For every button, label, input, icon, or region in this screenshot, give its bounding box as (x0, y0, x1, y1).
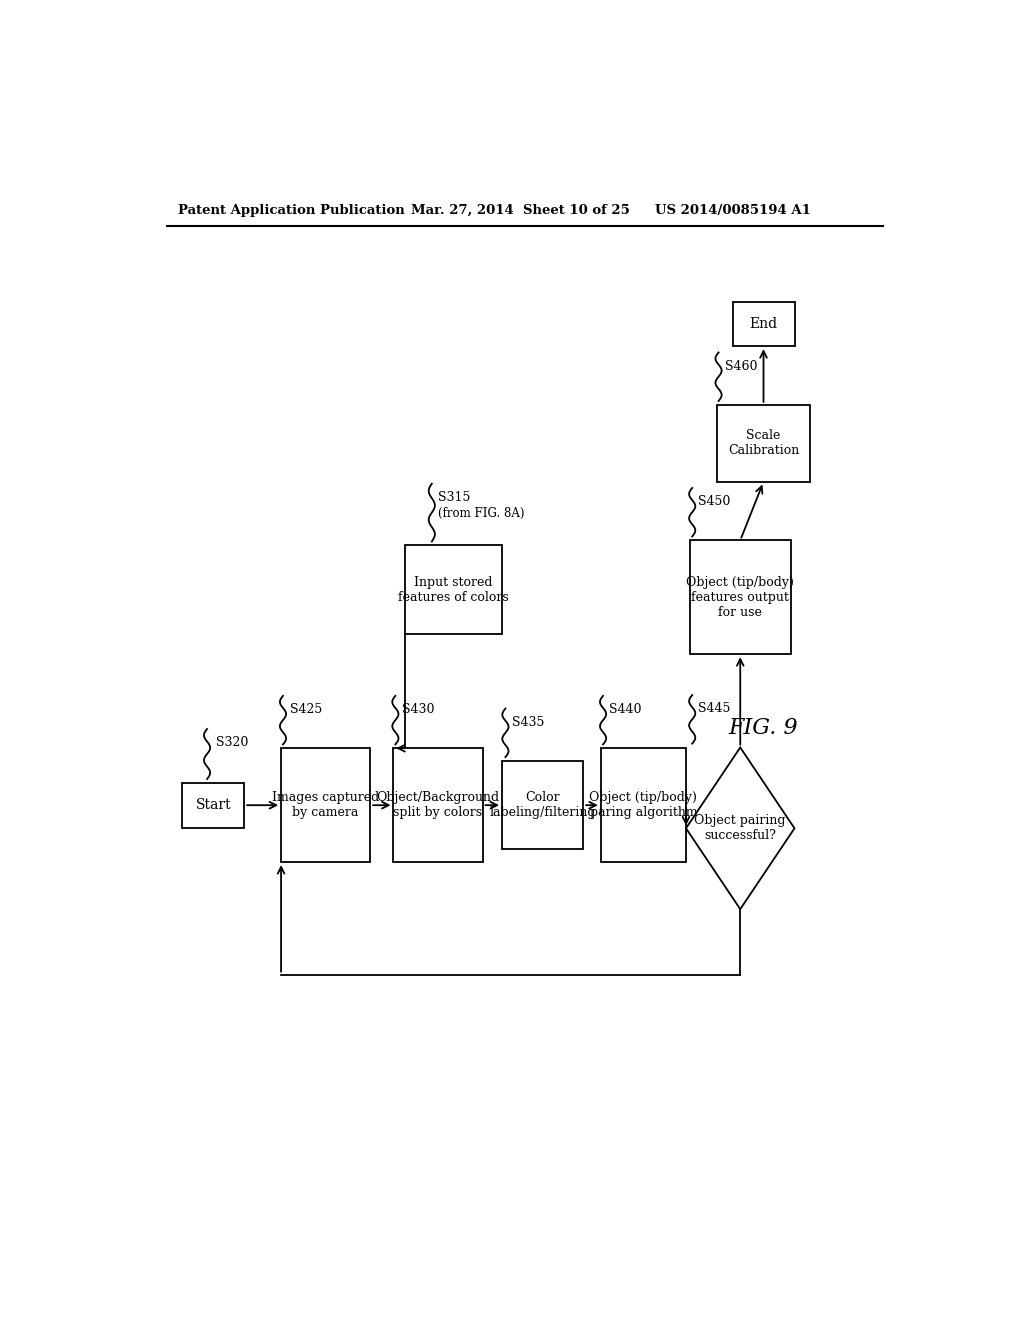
FancyBboxPatch shape (393, 748, 482, 862)
Text: Images captured
by camera: Images captured by camera (272, 791, 379, 820)
Text: Object (tip/body)
paring algorithm: Object (tip/body) paring algorithm (590, 791, 697, 820)
Text: S450: S450 (698, 495, 731, 508)
Text: Start: Start (196, 799, 231, 812)
Polygon shape (686, 747, 795, 909)
Text: Object (tip/body)
features output
for use: Object (tip/body) features output for us… (686, 576, 795, 619)
Text: S435: S435 (512, 715, 544, 729)
Text: (from FIG. 8A): (from FIG. 8A) (438, 507, 524, 520)
Text: Object pairing
successful?: Object pairing successful? (694, 814, 786, 842)
Text: Color
labeling/filtering: Color labeling/filtering (489, 791, 596, 820)
Text: S320: S320 (216, 737, 249, 750)
Text: S440: S440 (609, 704, 642, 717)
Text: End: End (750, 317, 777, 331)
FancyBboxPatch shape (406, 545, 502, 634)
Text: S445: S445 (698, 702, 731, 715)
Text: Mar. 27, 2014  Sheet 10 of 25: Mar. 27, 2014 Sheet 10 of 25 (411, 205, 630, 218)
Text: S430: S430 (402, 704, 435, 717)
Text: S315: S315 (438, 491, 470, 504)
Text: S425: S425 (290, 704, 323, 717)
Text: Scale
Calibration: Scale Calibration (728, 429, 799, 457)
Text: Object/Background
split by colors: Object/Background split by colors (377, 791, 500, 820)
FancyBboxPatch shape (690, 540, 791, 655)
Text: Patent Application Publication: Patent Application Publication (178, 205, 406, 218)
Text: Input stored
features of colors: Input stored features of colors (398, 576, 509, 603)
FancyBboxPatch shape (502, 760, 584, 850)
Text: S460: S460 (725, 360, 758, 372)
FancyBboxPatch shape (601, 748, 686, 862)
FancyBboxPatch shape (732, 302, 795, 346)
Text: FIG. 9: FIG. 9 (729, 717, 799, 739)
Text: US 2014/0085194 A1: US 2014/0085194 A1 (655, 205, 811, 218)
FancyBboxPatch shape (182, 783, 245, 828)
FancyBboxPatch shape (281, 748, 371, 862)
FancyBboxPatch shape (717, 405, 810, 482)
